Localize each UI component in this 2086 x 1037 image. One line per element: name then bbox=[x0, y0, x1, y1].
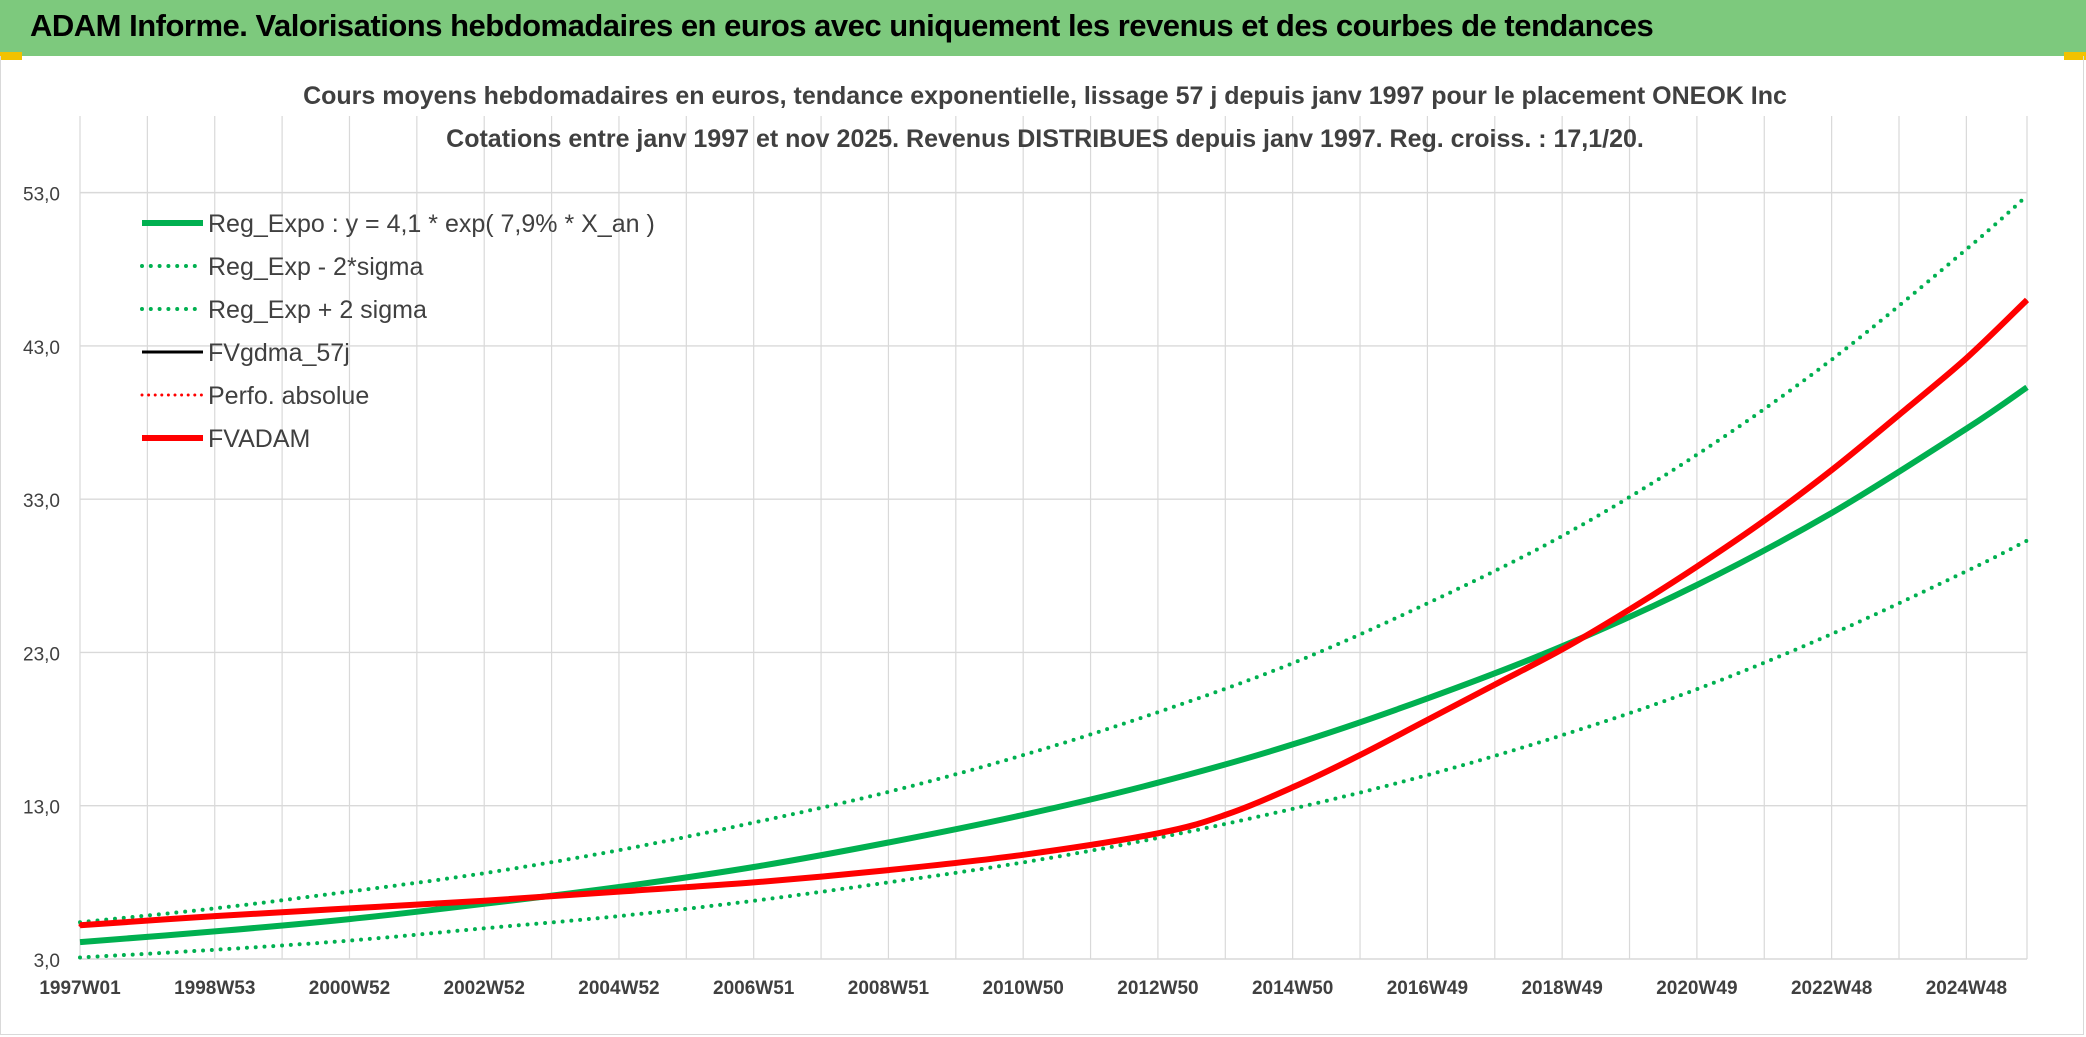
legend-label-3: FVgdma_57j bbox=[208, 339, 350, 367]
y-tick-label: 3,0 bbox=[34, 951, 60, 972]
x-tick-label: 2016W49 bbox=[1387, 978, 1468, 999]
y-tick-label: 53,0 bbox=[23, 185, 60, 206]
series-line-4 bbox=[78, 298, 2029, 927]
report-title: ADAM Informe. Valorisations hebdomadaire… bbox=[30, 8, 1654, 43]
x-tick-label: 2004W52 bbox=[578, 978, 659, 999]
x-tick-label: 2018W49 bbox=[1521, 978, 1602, 999]
chart-title: Cours moyens hebdomadaires en euros, ten… bbox=[303, 82, 1787, 110]
legend-label-4: Perfo. absolue bbox=[208, 382, 369, 410]
x-tick-label: 2000W52 bbox=[309, 978, 390, 999]
series-layer bbox=[78, 193, 2030, 960]
y-tick-label: 13,0 bbox=[23, 798, 60, 819]
x-tick-label: 2024W48 bbox=[1926, 978, 2007, 999]
y-tick-label: 43,0 bbox=[23, 338, 60, 359]
corner-accent-right bbox=[2064, 52, 2086, 60]
legend-label-5: FVADAM bbox=[208, 425, 310, 453]
x-tick-label: 2010W50 bbox=[983, 978, 1064, 999]
legend-label-1: Reg_Exp - 2*sigma bbox=[208, 253, 423, 281]
x-tick-label: 1998W53 bbox=[174, 978, 255, 999]
series-line-2 bbox=[78, 193, 2029, 925]
series-line-3 bbox=[79, 298, 2029, 927]
report-banner: ADAM Informe. Valorisations hebdomadaire… bbox=[0, 0, 2086, 56]
chart-frame bbox=[0, 56, 2084, 1035]
chart-subtitle: Cotations entre janv 1997 et nov 2025. R… bbox=[446, 125, 1644, 153]
x-tick-label: 1997W01 bbox=[39, 978, 121, 999]
series-line-5 bbox=[79, 297, 2030, 929]
chart-svg: Cours moyens hebdomadaires en euros, ten… bbox=[23, 82, 2030, 999]
legend-label-0: Reg_Expo : y = 4,1 * exp( 7,9% * X_an ) bbox=[208, 210, 655, 238]
corner-accent-left bbox=[0, 52, 22, 60]
series-line-0 bbox=[79, 384, 2029, 946]
y-axis: 3,0 13,0 23,0 33,0 43,0 53,0 bbox=[23, 185, 60, 972]
series-line-1 bbox=[78, 538, 2029, 960]
x-tick-label: 2008W51 bbox=[848, 978, 930, 999]
x-axis: 1997W01 1998W53 2000W52 2002W52 2004W52 2006W… bbox=[39, 978, 2007, 999]
x-tick-label: 2022W48 bbox=[1791, 978, 1872, 999]
x-tick-label: 2020W49 bbox=[1656, 978, 1737, 999]
legend: Reg_Expo : y = 4,1 * exp( 7,9% * X_an ) R… bbox=[140, 210, 655, 453]
x-tick-label: 2012W50 bbox=[1117, 978, 1198, 999]
x-tick-label: 2014W50 bbox=[1252, 978, 1333, 999]
grid-layer bbox=[79, 116, 2028, 960]
x-tick-label: 2002W52 bbox=[444, 978, 525, 999]
y-tick-label: 23,0 bbox=[23, 644, 60, 665]
y-tick-label: 33,0 bbox=[23, 491, 60, 512]
legend-label-2: Reg_Exp + 2 sigma bbox=[208, 296, 427, 324]
x-tick-label: 2006W51 bbox=[713, 978, 795, 999]
